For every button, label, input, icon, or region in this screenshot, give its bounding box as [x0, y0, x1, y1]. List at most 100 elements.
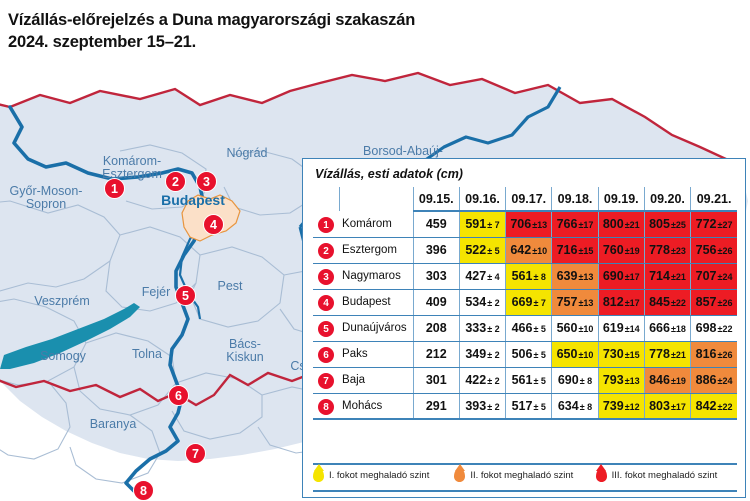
forecast-cell: 669± 7 [505, 289, 552, 316]
forecast-tolerance: ± 5 [487, 246, 500, 256]
legend-label: II. fokot meghaladó szint [470, 469, 574, 481]
national-border [0, 71, 743, 176]
droplet-icon [595, 468, 607, 482]
forecast-cell: 427± 4 [458, 263, 506, 290]
forecast-cell: 778±21 [643, 341, 691, 368]
forecast-value: 393 [465, 398, 487, 413]
forecast-value: 690 [557, 373, 579, 387]
table-row: 3 Nagymaros 303 427± 4 561± 8 639±13 690±17 714… [313, 263, 737, 290]
legend: I. fokot meghaladó szint II. fokot meghal… [313, 465, 737, 485]
forecast-tolerance: ±17 [670, 401, 686, 412]
forecast-cell: 560±10 [551, 315, 599, 342]
forecast-value: 766 [556, 217, 578, 232]
forecast-cell: 409 [412, 289, 460, 316]
table-body: 1 Komárom 459 591± 7 706±13 766±17 800±21 805±2… [313, 211, 737, 420]
map-marker-3[interactable]: 3 [196, 171, 217, 192]
forecast-value: 303 [425, 269, 447, 283]
lake-balaton [0, 303, 140, 369]
forecast-cell: 739±12 [597, 393, 645, 420]
forecast-tolerance: ±17 [578, 220, 594, 231]
badge-circle-icon: 6 [318, 347, 335, 364]
forecast-value: 427 [465, 269, 487, 283]
danube-river [8, 105, 206, 493]
panel-caption: Vízállás, esti adatok (cm) [315, 167, 463, 181]
forecast-cell: 561± 5 [505, 367, 552, 394]
map-marker-7[interactable]: 7 [185, 443, 206, 464]
table-row: 6 Paks 212 349± 2 506± 5 650±10 730±15 778±21 81… [313, 341, 737, 368]
forecast-cell: 349± 2 [458, 341, 506, 368]
forecast-tolerance: ±13 [578, 272, 594, 282]
forecast-tolerance: ±26 [717, 298, 733, 308]
forecast-value: 634 [557, 398, 579, 413]
table-row: 5 Dunaújváros 208 333± 2 466± 5 560±10 619±14 6… [313, 315, 737, 342]
forecast-tolerance: ±13 [532, 220, 548, 231]
forecast-cell: 707±24 [690, 263, 737, 290]
station-name: Nagymaros [339, 263, 414, 290]
forecast-value: 291 [425, 398, 447, 413]
forecast-cell: 805±25 [643, 211, 691, 238]
forecast-cell: 842±22 [690, 393, 737, 420]
forecast-tolerance: ± 5 [533, 350, 546, 360]
station-name: Baja [339, 367, 414, 394]
forecast-tolerance: ±26 [717, 246, 733, 256]
forecast-tolerance: ±18 [670, 324, 686, 334]
forecast-cell: 690± 8 [551, 367, 599, 394]
forecast-value: 842 [695, 398, 717, 413]
forecast-cell: 846±19 [643, 367, 691, 394]
forecast-cell: 650±10 [551, 341, 599, 368]
badge-circle-icon: 5 [318, 321, 335, 338]
forecast-value: 561 [511, 373, 533, 387]
forecast-cell: 301 [412, 367, 460, 394]
forecast-tolerance: ±14 [624, 324, 640, 334]
forecast-value: 212 [425, 347, 447, 361]
forecast-tolerance: ± 5 [533, 401, 546, 412]
forecast-value: 619 [602, 321, 624, 335]
map-marker-6[interactable]: 6 [168, 385, 189, 406]
droplet-icon [313, 468, 324, 482]
forecast-value: 886 [695, 373, 717, 387]
map-marker-8[interactable]: 8 [133, 480, 154, 501]
forecast-cell: 716±15 [551, 237, 599, 264]
forecast-tolerance: ± 7 [487, 220, 500, 231]
forecast-tolerance: ± 8 [579, 376, 593, 386]
legend-divider-top [313, 463, 737, 465]
column-header-0918: 09.18. [551, 187, 599, 212]
forecast-tolerance: ±22 [717, 401, 733, 412]
header-blank-name [338, 187, 414, 211]
forecast-tolerance: ±21 [624, 220, 640, 231]
forecast-cell: 466± 5 [505, 315, 552, 342]
forecast-value: 396 [425, 243, 447, 257]
forecast-value: 760 [602, 243, 624, 257]
forecast-cell: 459 [412, 211, 460, 238]
column-header-0915: 09.15. [412, 187, 460, 212]
table-row: 4 Budapest 409 534± 2 669± 7 757±13 812±17 845±… [313, 289, 737, 316]
table-row: 2 Esztergom 396 522± 5 642±10 716±15 760±19 778… [313, 237, 737, 264]
forecast-value: 706 [510, 217, 532, 232]
forecast-value: 642 [510, 243, 532, 257]
column-header-0919: 09.19. [597, 187, 645, 212]
forecast-value: 517 [511, 398, 533, 413]
station-number-badge: 5 [313, 315, 340, 342]
station-number-badge: 4 [313, 289, 340, 316]
map-marker-1[interactable]: 1 [104, 178, 125, 199]
forecast-value: 707 [695, 269, 717, 283]
station-name: Dunaújváros [339, 315, 414, 342]
forecast-value: 846 [649, 373, 670, 387]
forecast-tolerance: ±25 [670, 220, 686, 231]
map-marker-2[interactable]: 2 [165, 171, 186, 192]
forecast-cell: 714±21 [643, 263, 691, 290]
badge-circle-icon: 1 [318, 217, 335, 233]
forecast-value: 522 [465, 243, 487, 257]
forecast-value: 591 [465, 217, 487, 232]
badge-circle-icon: 7 [318, 373, 335, 390]
forecast-cell: 561± 8 [505, 263, 552, 290]
forecast-cell: 506± 5 [505, 341, 552, 368]
legend-item: I. fokot meghaladó szint [313, 468, 454, 482]
forecast-value: 739 [602, 398, 624, 413]
forecast-value: 857 [695, 295, 717, 309]
forecast-table: 09.15. 09.16. 09.17. 09.18. 09.19. 09.20… [313, 187, 737, 420]
forecast-cell: 639±13 [551, 263, 599, 290]
map-marker-4[interactable]: 4 [203, 214, 224, 235]
forecast-cell: 772±27 [690, 211, 737, 238]
map-marker-5[interactable]: 5 [175, 285, 196, 306]
